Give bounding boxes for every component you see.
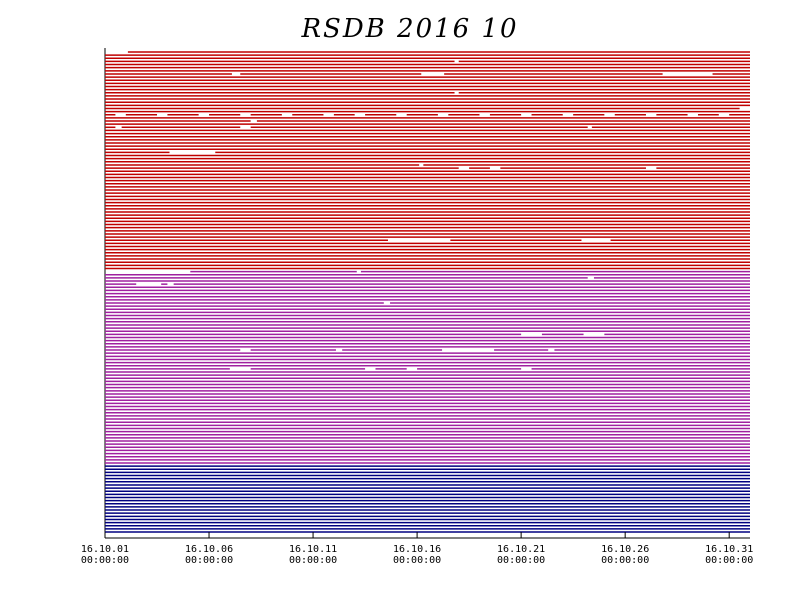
x-tick-label: 16.10.11 00:00:00 [289,544,337,566]
x-tick-label: 16.10.21 00:00:00 [497,544,545,566]
x-tick-label: 16.10.26 00:00:00 [601,544,649,566]
x-tick-label: 16.10.31 00:00:00 [705,544,753,566]
x-tick-label: 16.10.01 00:00:00 [81,544,129,566]
x-tick-label: 16.10.16 00:00:00 [393,544,441,566]
chart-title: RSDB 2016 10 [300,14,518,44]
x-tick-label: 16.10.06 00:00:00 [185,544,233,566]
